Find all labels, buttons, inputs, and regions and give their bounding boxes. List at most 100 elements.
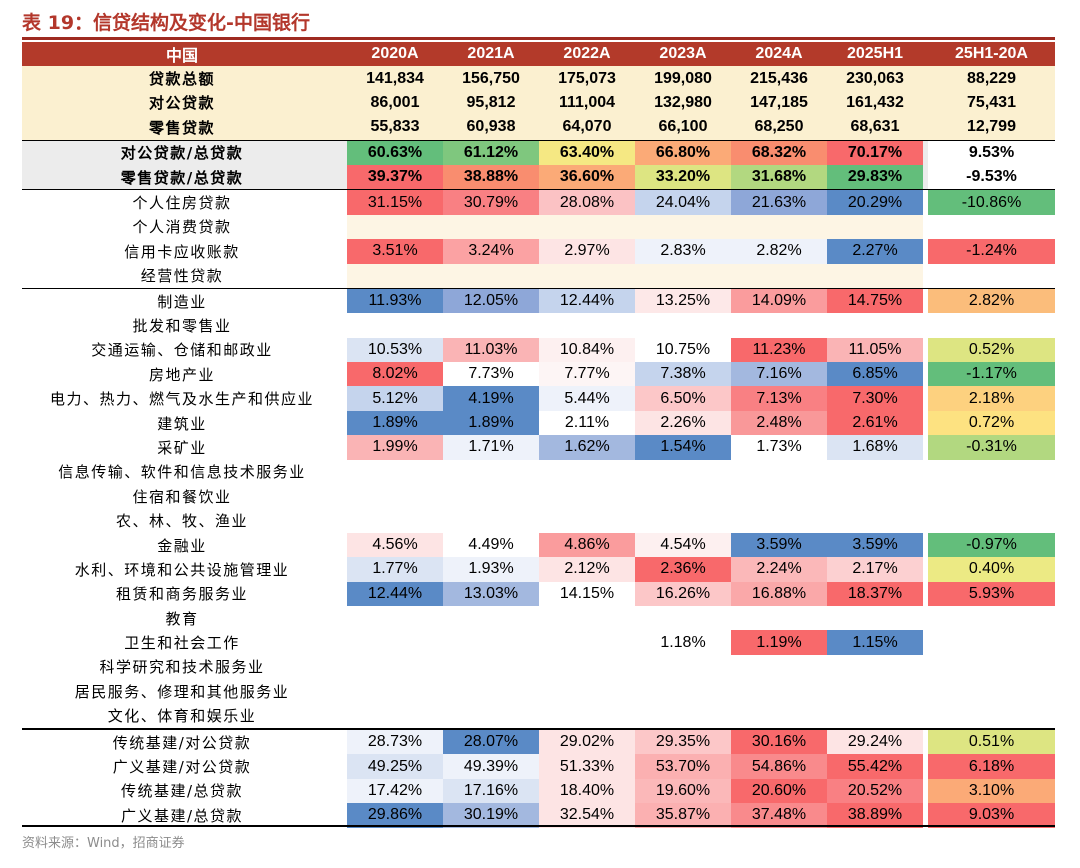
value-cell: 1.89% <box>443 410 539 436</box>
row-label: 传统基建/对公贷款 <box>22 727 342 755</box>
value-cell: 11.93% <box>347 287 443 314</box>
value-cell: 60.63% <box>347 139 443 165</box>
value-cell: 11.23% <box>731 337 827 363</box>
header-2020a: 2020A <box>347 42 443 67</box>
change-cell: 0.72% <box>928 410 1055 436</box>
value-cell: 215,436 <box>731 66 827 91</box>
cell-spacer <box>923 139 928 165</box>
value-cell: 1.18% <box>635 630 731 655</box>
value-cell <box>731 460 827 484</box>
value-cell: 4.19% <box>443 386 539 411</box>
value-cell: 29.35% <box>635 727 731 755</box>
value-cell <box>347 263 443 289</box>
value-cell <box>443 460 539 484</box>
table-header-row: 中国 2020A 2021A 2022A 2023A 2024A 2025H1 … <box>22 42 1055 67</box>
change-cell <box>928 606 1055 630</box>
value-cell: 36.60% <box>539 164 635 190</box>
value-cell: 49.39% <box>443 754 539 779</box>
value-cell: 13.03% <box>443 581 539 606</box>
value-cell: 1.68% <box>827 435 923 460</box>
value-cell <box>731 313 827 337</box>
value-cell: 5.12% <box>347 386 443 411</box>
value-cell <box>443 679 539 703</box>
table-row: 经营性贷款 <box>22 263 1055 289</box>
change-cell: 0.52% <box>928 337 1055 363</box>
change-cell <box>928 484 1055 508</box>
value-cell: 2.83% <box>635 239 731 264</box>
row-label: 信息传输、软件和信息技术服务业 <box>58 463 306 482</box>
value-cell: 3.59% <box>731 532 827 558</box>
cell-spacer <box>923 727 928 755</box>
value-cell <box>347 460 443 484</box>
value-cell: 1.93% <box>443 557 539 582</box>
value-cell: 14.09% <box>731 287 827 314</box>
value-cell: 141,834 <box>347 66 443 91</box>
value-cell: 12.44% <box>347 581 443 606</box>
value-cell: 29.02% <box>539 727 635 755</box>
change-cell <box>928 508 1055 532</box>
cell-spacer <box>342 164 347 190</box>
value-cell <box>539 460 635 484</box>
value-cell: 60,938 <box>443 115 539 141</box>
value-cell <box>443 655 539 679</box>
cell-spacer <box>923 189 928 215</box>
value-cell <box>827 704 923 729</box>
title-divider <box>22 37 1055 40</box>
value-cell <box>443 606 539 630</box>
value-cell: 2.17% <box>827 557 923 582</box>
value-cell <box>347 313 443 337</box>
table-row: 采矿业 1.99% 1.71% 1.62% 1.54% 1.73% 1.68% -0.31% <box>22 435 1055 460</box>
value-cell: 16.88% <box>731 581 827 606</box>
table-row: 信息传输、软件和信息技术服务业 <box>22 460 1055 484</box>
loan-structure-table: 中国 2020A 2021A 2022A 2023A 2024A 2025H1 … <box>22 42 1055 828</box>
row-label: 农、林、牧、渔业 <box>115 512 248 531</box>
value-cell <box>635 606 731 630</box>
value-cell: 7.38% <box>635 362 731 387</box>
value-cell <box>827 679 923 703</box>
value-cell: 7.16% <box>731 362 827 387</box>
row-label: 广义基建/总贷款 <box>120 806 244 825</box>
value-cell: 1.15% <box>827 630 923 655</box>
value-cell <box>347 606 443 630</box>
table-row: 零售贷款/总贷款 39.37% 38.88% 36.60% 33.20% 31.68% 29… <box>22 164 1055 190</box>
change-cell: 9.53% <box>928 139 1055 165</box>
value-cell: 29.86% <box>347 803 443 828</box>
value-cell: 20.29% <box>827 189 923 215</box>
table-row: 住宿和餐饮业 <box>22 484 1055 508</box>
value-cell: 4.49% <box>443 532 539 558</box>
table-title: 表 19：信贷结构及变化-中国银行 <box>22 12 310 34</box>
change-cell: -0.31% <box>928 435 1055 460</box>
row-label: 居民服务、修理和其他服务业 <box>74 682 290 701</box>
value-cell <box>539 655 635 679</box>
value-cell: 1.99% <box>347 435 443 460</box>
value-cell: 14.75% <box>827 287 923 314</box>
change-cell <box>928 263 1055 289</box>
row-label: 卫生和社会工作 <box>124 634 240 653</box>
value-cell: 20.52% <box>827 778 923 804</box>
change-cell: -10.86% <box>928 189 1055 215</box>
change-cell: 6.18% <box>928 754 1055 779</box>
value-cell <box>443 508 539 532</box>
value-cell: 13.25% <box>635 287 731 314</box>
table-row: 卫生和社会工作 1.18% 1.19% 1.15% <box>22 630 1055 655</box>
table-bottom-rule <box>22 825 1055 827</box>
value-cell: 55.42% <box>827 754 923 779</box>
value-cell: 1.71% <box>443 435 539 460</box>
value-cell: 28.08% <box>539 189 635 215</box>
table-row: 租赁和商务服务业 12.44% 13.03% 14.15% 16.26% 16.88% 18… <box>22 581 1055 606</box>
value-cell <box>635 263 731 289</box>
header-2021a: 2021A <box>443 42 539 67</box>
value-cell <box>539 679 635 703</box>
row-label: 交通运输、仓储和邮政业 <box>91 341 273 360</box>
value-cell: 2.27% <box>827 239 923 264</box>
value-cell <box>443 214 539 240</box>
change-cell: 2.82% <box>928 287 1055 314</box>
table-row: 制造业 11.93% 12.05% 12.44% 13.25% 14.09% 14.75% 2… <box>22 287 1055 314</box>
value-cell: 1.19% <box>731 630 827 655</box>
value-cell: 86,001 <box>347 90 443 116</box>
value-cell: 156,750 <box>443 66 539 91</box>
cell-spacer <box>342 90 347 116</box>
change-cell <box>928 460 1055 484</box>
value-cell <box>539 263 635 289</box>
row-label: 经营性贷款 <box>140 267 224 286</box>
